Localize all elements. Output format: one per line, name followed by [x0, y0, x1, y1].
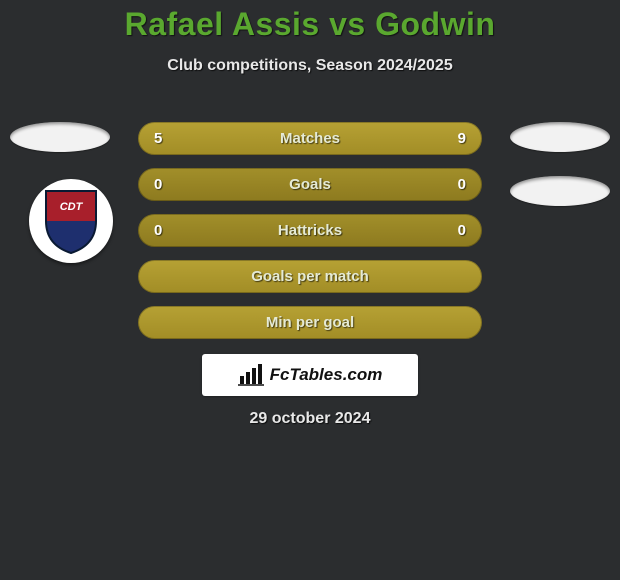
stat-label: Matches: [138, 130, 482, 147]
stat-label: Goals per match: [138, 268, 482, 285]
bar-chart-icon: [238, 364, 264, 386]
right-team-ellipse-2: [510, 176, 610, 206]
comparison-card: Rafael Assis vs Godwin Club competitions…: [0, 0, 620, 580]
right-team-ellipse-1: [510, 122, 610, 152]
page-title: Rafael Assis vs Godwin: [0, 0, 620, 43]
stat-row-hattricks: 0 Hattricks 0: [138, 214, 482, 247]
subtitle: Club competitions, Season 2024/2025: [0, 57, 620, 75]
stat-left-value: 5: [154, 130, 174, 147]
stat-left-value: 0: [154, 222, 174, 239]
footer-date: 29 october 2024: [0, 410, 620, 428]
branding-text: FcTables.com: [270, 365, 383, 385]
stat-row-matches: 5 Matches 9: [138, 122, 482, 155]
shield-icon: CDT: [42, 187, 100, 255]
stat-label: Goals: [138, 176, 482, 193]
stat-row-goals-per-match: Goals per match: [138, 260, 482, 293]
club-badge: CDT: [29, 179, 113, 263]
stat-row-min-per-goal: Min per goal: [138, 306, 482, 339]
stats-list: 5 Matches 9 0 Goals 0 0 Hattricks 0 Goal…: [138, 122, 482, 352]
stat-label: Hattricks: [138, 222, 482, 239]
stat-left-value: 0: [154, 176, 174, 193]
stat-right-value: 9: [446, 130, 466, 147]
stat-label: Min per goal: [138, 314, 482, 331]
stat-right-value: 0: [446, 176, 466, 193]
stat-right-value: 0: [446, 222, 466, 239]
branding-box[interactable]: FcTables.com: [202, 354, 418, 396]
svg-text:CDT: CDT: [60, 201, 84, 213]
left-team-ellipse: [10, 122, 110, 152]
stat-row-goals: 0 Goals 0: [138, 168, 482, 201]
